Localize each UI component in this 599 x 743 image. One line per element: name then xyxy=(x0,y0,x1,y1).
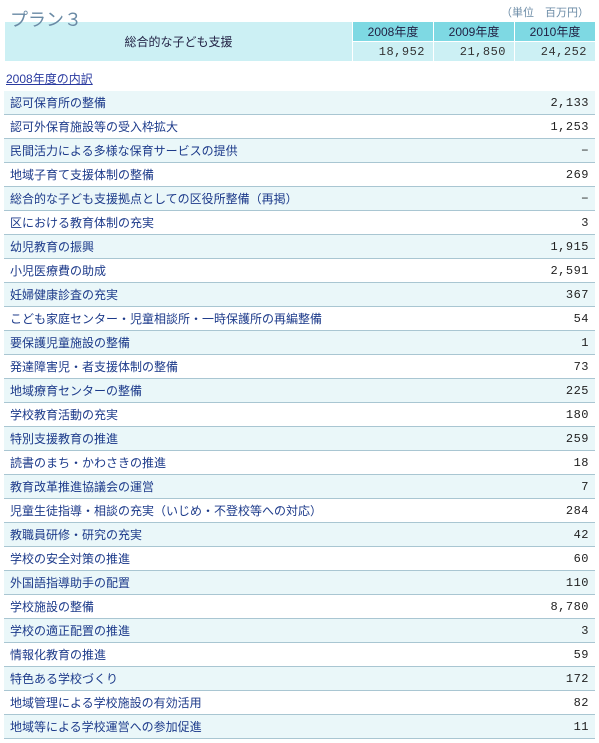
table-row: 教育改革推進協議会の運営7 xyxy=(4,475,595,499)
year-total: 24,252 xyxy=(515,42,596,62)
table-row: 情報化教育の推進59 xyxy=(4,643,595,667)
table-row: 学校の安全対策の推進60 xyxy=(4,547,595,571)
item-label: 児童生徒指導・相談の充実（いじめ・不登校等への対応） xyxy=(4,499,394,523)
table-row: 小児医療費の助成2,591 xyxy=(4,259,595,283)
table-row: 地域療育センターの整備225 xyxy=(4,379,595,403)
item-value: 7 xyxy=(394,475,595,499)
item-label: 情報化教育の推進 xyxy=(4,643,394,667)
table-row: 区における教育体制の充実3 xyxy=(4,211,595,235)
item-value: 60 xyxy=(394,547,595,571)
item-label: 教育改革推進協議会の運営 xyxy=(4,475,394,499)
table-row: 地域管理による学校施設の有効活用82 xyxy=(4,691,595,715)
table-row: 特別支援教育の推進259 xyxy=(4,427,595,451)
item-label: 外国語指導助手の配置 xyxy=(4,571,394,595)
item-value: 172 xyxy=(394,667,595,691)
table-row: 認可外保育施設等の受入枠拡大1,253 xyxy=(4,115,595,139)
table-row: 総合的な子ども支援拠点としての区役所整備（再掲）− xyxy=(4,187,595,211)
item-value: 180 xyxy=(394,403,595,427)
table-row: 学校の適正配置の推進3 xyxy=(4,619,595,643)
item-value: − xyxy=(394,187,595,211)
item-label: 認可保育所の整備 xyxy=(4,91,394,115)
plan-title: プラン３ xyxy=(10,6,82,32)
item-value: 1,253 xyxy=(394,115,595,139)
year-total: 21,850 xyxy=(434,42,515,62)
item-label: 地域等による学校運営への参加促進 xyxy=(4,715,394,739)
table-row: 地域等による学校運営への参加促進11 xyxy=(4,715,595,739)
summary-table: 総合的な子ども支援 2008年度 2009年度 2010年度 18,952 21… xyxy=(4,21,596,62)
item-value: 1 xyxy=(394,331,595,355)
item-label: 読書のまち・かわさきの推進 xyxy=(4,451,394,475)
year-total: 18,952 xyxy=(353,42,434,62)
item-value: 284 xyxy=(394,499,595,523)
item-label: 発達障害児・者支援体制の整備 xyxy=(4,355,394,379)
item-label: こども家庭センター・児童相談所・一時保護所の再編整備 xyxy=(4,307,394,331)
item-label: 教職員研修・研究の充実 xyxy=(4,523,394,547)
item-value: 2,591 xyxy=(394,259,595,283)
item-label: 学校の適正配置の推進 xyxy=(4,619,394,643)
item-label: 民間活力による多様な保育サービスの提供 xyxy=(4,139,394,163)
item-label: 地域子育て支援体制の整備 xyxy=(4,163,394,187)
item-value: 18 xyxy=(394,451,595,475)
item-value: 11 xyxy=(394,715,595,739)
table-row: 発達障害児・者支援体制の整備73 xyxy=(4,355,595,379)
item-label: 要保護児童施設の整備 xyxy=(4,331,394,355)
table-row: 総合的な子ども支援 2008年度 2009年度 2010年度 xyxy=(5,22,596,42)
item-label: 学校施設の整備 xyxy=(4,595,394,619)
item-value: 110 xyxy=(394,571,595,595)
item-label: 妊婦健康診査の充実 xyxy=(4,283,394,307)
item-value: 3 xyxy=(394,619,595,643)
table-row: 幼児教育の振興1,915 xyxy=(4,235,595,259)
item-value: 2,133 xyxy=(394,91,595,115)
table-row: 認可保育所の整備2,133 xyxy=(4,91,595,115)
table-row: 地域子育て支援体制の整備269 xyxy=(4,163,595,187)
budget-breakdown: プラン３ （単位 百万円） 総合的な子ども支援 2008年度 2009年度 20… xyxy=(4,4,595,739)
item-label: 認可外保育施設等の受入枠拡大 xyxy=(4,115,394,139)
item-label: 総合的な子ども支援拠点としての区役所整備（再掲） xyxy=(4,187,394,211)
table-row: 妊婦健康診査の充実367 xyxy=(4,283,595,307)
table-row: 外国語指導助手の配置110 xyxy=(4,571,595,595)
item-value: 1,915 xyxy=(394,235,595,259)
table-row: 学校施設の整備8,780 xyxy=(4,595,595,619)
item-label: 区における教育体制の充実 xyxy=(4,211,394,235)
table-row: こども家庭センター・児童相談所・一時保護所の再編整備54 xyxy=(4,307,595,331)
unit-label: （単位 百万円） xyxy=(4,4,595,20)
year-header: 2008年度 xyxy=(353,22,434,42)
year-header: 2009年度 xyxy=(434,22,515,42)
item-label: 学校教育活動の充実 xyxy=(4,403,394,427)
table-row: 学校教育活動の充実180 xyxy=(4,403,595,427)
item-label: 地域療育センターの整備 xyxy=(4,379,394,403)
item-value: 8,780 xyxy=(394,595,595,619)
table-row: 要保護児童施設の整備1 xyxy=(4,331,595,355)
item-value: 82 xyxy=(394,691,595,715)
item-label: 地域管理による学校施設の有効活用 xyxy=(4,691,394,715)
table-row: 民間活力による多様な保育サービスの提供− xyxy=(4,139,595,163)
year-header: 2010年度 xyxy=(515,22,596,42)
item-value: 73 xyxy=(394,355,595,379)
item-label: 学校の安全対策の推進 xyxy=(4,547,394,571)
item-value: 269 xyxy=(394,163,595,187)
item-value: 367 xyxy=(394,283,595,307)
item-value: 42 xyxy=(394,523,595,547)
table-row: 読書のまち・かわさきの推進18 xyxy=(4,451,595,475)
item-value: 59 xyxy=(394,643,595,667)
section-label: 2008年度の内訳 xyxy=(6,70,595,87)
item-value: − xyxy=(394,139,595,163)
item-label: 小児医療費の助成 xyxy=(4,259,394,283)
item-value: 54 xyxy=(394,307,595,331)
table-row: 特色ある学校づくり172 xyxy=(4,667,595,691)
table-row: 教職員研修・研究の充実42 xyxy=(4,523,595,547)
item-label: 特色ある学校づくり xyxy=(4,667,394,691)
table-row: 児童生徒指導・相談の充実（いじめ・不登校等への対応）284 xyxy=(4,499,595,523)
detail-table: 認可保育所の整備2,133認可外保育施設等の受入枠拡大1,253民間活力による多… xyxy=(4,91,595,739)
item-label: 幼児教育の振興 xyxy=(4,235,394,259)
item-value: 3 xyxy=(394,211,595,235)
item-label: 特別支援教育の推進 xyxy=(4,427,394,451)
item-value: 225 xyxy=(394,379,595,403)
item-value: 259 xyxy=(394,427,595,451)
